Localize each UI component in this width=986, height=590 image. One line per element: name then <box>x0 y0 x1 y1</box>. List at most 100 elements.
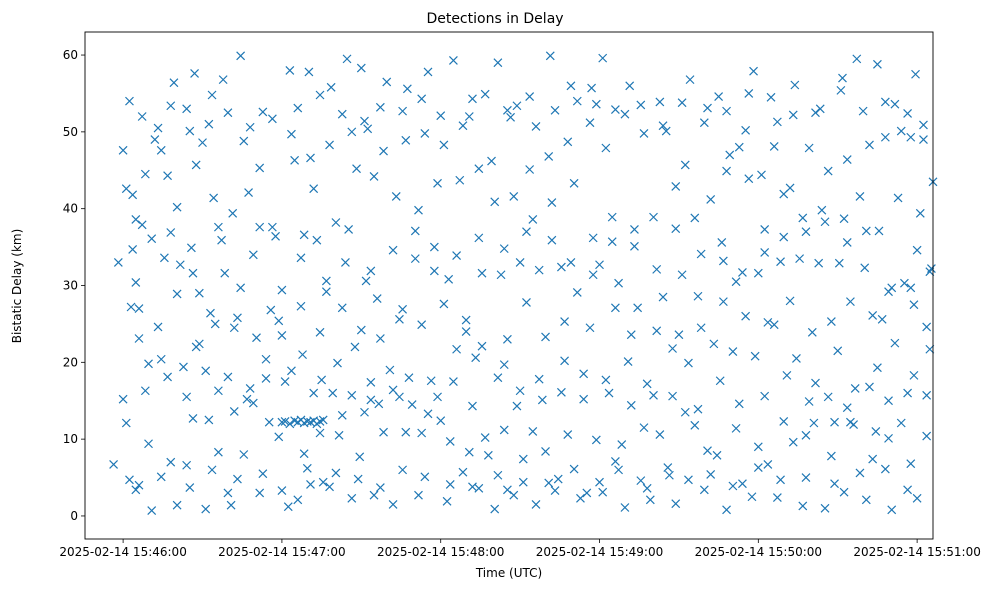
data-point <box>417 320 427 330</box>
data-point <box>217 235 226 245</box>
data-point <box>896 126 906 136</box>
data-point <box>315 327 325 337</box>
data-point <box>572 287 582 297</box>
data-point <box>610 303 620 313</box>
data-point <box>607 237 617 247</box>
chart-title: Detections in Delay <box>426 11 563 27</box>
data-point <box>461 327 471 337</box>
data-point <box>817 205 827 215</box>
data-point <box>884 433 893 443</box>
data-point <box>267 222 277 232</box>
data-point <box>315 428 325 438</box>
data-point <box>645 495 655 505</box>
data-point <box>528 427 538 436</box>
data-point <box>712 450 722 460</box>
data-point <box>134 304 144 313</box>
data-point <box>814 258 824 268</box>
data-point <box>696 323 706 333</box>
data-point <box>677 270 687 280</box>
data-point <box>361 276 371 286</box>
data-point <box>353 474 363 484</box>
data-point <box>220 268 230 278</box>
data-point <box>636 476 646 486</box>
data-point <box>626 400 636 410</box>
data-point <box>293 495 303 505</box>
data-point <box>587 83 597 93</box>
data-point <box>661 126 671 136</box>
data-point <box>541 332 550 342</box>
data-point <box>239 450 249 459</box>
data-point <box>328 388 338 398</box>
data-point <box>355 452 365 462</box>
data-point <box>213 386 223 396</box>
data-point <box>591 99 601 109</box>
data-point <box>560 356 570 366</box>
data-point <box>553 474 563 484</box>
data-point <box>884 287 893 297</box>
data-point <box>849 420 859 429</box>
data-point <box>512 401 522 411</box>
data-point <box>915 208 925 218</box>
data-point <box>147 506 157 516</box>
data-point <box>877 314 887 324</box>
data-point <box>448 377 458 386</box>
data-point <box>630 224 639 234</box>
data-point <box>144 359 153 369</box>
data-point <box>744 89 754 98</box>
data-point <box>585 118 595 128</box>
data-point <box>398 304 408 314</box>
data-point <box>566 258 576 267</box>
data-point <box>228 208 238 218</box>
data-point <box>798 501 808 511</box>
data-point <box>642 483 652 493</box>
data-point <box>823 166 833 176</box>
data-point <box>664 470 674 480</box>
data-point <box>865 382 874 392</box>
data-point <box>326 82 336 92</box>
data-point <box>248 398 258 408</box>
data-point <box>344 224 354 234</box>
data-point <box>769 142 779 151</box>
data-point <box>807 327 817 337</box>
data-point <box>623 357 633 366</box>
data-point <box>525 92 535 101</box>
data-point <box>198 138 207 148</box>
data-point <box>922 390 932 400</box>
data-point <box>671 224 681 234</box>
data-point <box>474 483 484 493</box>
data-point <box>433 178 442 188</box>
data-point <box>342 54 352 64</box>
data-point <box>426 376 436 386</box>
data-point <box>423 409 433 419</box>
data-point <box>852 54 862 64</box>
data-point <box>788 437 798 447</box>
data-point <box>522 227 531 237</box>
data-point <box>537 395 547 405</box>
data-point <box>186 243 196 253</box>
y-tick-label: 60 <box>63 48 78 62</box>
data-point <box>159 253 169 263</box>
data-point <box>909 370 919 380</box>
data-point <box>312 235 322 245</box>
data-point <box>317 375 327 385</box>
data-point <box>871 427 881 436</box>
data-point <box>547 235 557 245</box>
data-point <box>285 419 295 429</box>
data-point <box>296 301 306 311</box>
data-point <box>410 254 420 264</box>
data-point <box>658 121 668 131</box>
data-point <box>417 94 427 104</box>
data-point <box>209 193 219 203</box>
data-point <box>614 465 623 475</box>
y-tick-label: 0 <box>70 509 78 523</box>
data-point <box>277 285 287 295</box>
data-point <box>874 226 884 236</box>
data-point <box>277 417 287 427</box>
data-point <box>906 283 916 293</box>
data-point <box>201 504 211 514</box>
data-point <box>620 109 630 119</box>
data-point <box>776 475 785 485</box>
data-point <box>461 315 471 325</box>
data-point <box>595 260 604 270</box>
x-tick-label: 2025-02-14 15:51:00 <box>853 545 980 559</box>
